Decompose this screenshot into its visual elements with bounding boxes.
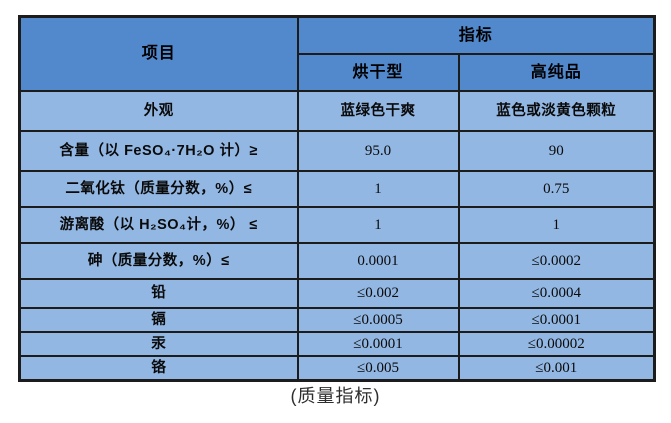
value-pure: 0.75 bbox=[457, 170, 656, 208]
value-dry: ≤0.005 bbox=[296, 355, 460, 382]
table-row: 镉 ≤0.0005 ≤0.0001 bbox=[18, 307, 656, 333]
row-label: 外观 bbox=[18, 90, 299, 132]
header-cell-item: 项目 bbox=[18, 15, 299, 92]
row-label: 汞 bbox=[18, 331, 299, 357]
table-row: 汞 ≤0.0001 ≤0.00002 bbox=[18, 331, 656, 357]
table-row: 二氧化钛（质量分数，%）≤ 1 0.75 bbox=[18, 170, 656, 208]
value-pure: ≤0.0002 bbox=[457, 242, 656, 280]
table-row: 外观 蓝绿色干爽 蓝色或淡黄色颗粒 bbox=[18, 90, 656, 132]
header-cell-dry-type: 烘干型 bbox=[296, 53, 460, 92]
table-caption: (质量指标) bbox=[290, 386, 381, 406]
table-row: 砷（质量分数，%）≤ 0.0001 ≤0.0002 bbox=[18, 242, 656, 280]
value-pure: ≤0.001 bbox=[457, 355, 656, 382]
row-label: 游离酸（以 H₂SO₄计，%） ≤ bbox=[18, 206, 299, 244]
value-dry: 蓝绿色干爽 bbox=[296, 90, 460, 132]
header-cell-indicator: 指标 bbox=[296, 15, 656, 55]
row-label: 含量（以 FeSO₄·7H₂O 计）≥ bbox=[18, 130, 299, 172]
value-pure: ≤0.0004 bbox=[457, 278, 656, 309]
value-dry: 0.0001 bbox=[296, 242, 460, 280]
row-label: 砷（质量分数，%）≤ bbox=[18, 242, 299, 280]
row-label: 二氧化钛（质量分数，%）≤ bbox=[18, 170, 299, 208]
value-dry: ≤0.0001 bbox=[296, 331, 460, 357]
value-dry: 95.0 bbox=[296, 130, 460, 172]
value-dry: 1 bbox=[296, 170, 460, 208]
header-cell-high-purity: 高纯品 bbox=[457, 53, 656, 92]
value-pure: ≤0.00002 bbox=[457, 331, 656, 357]
table-row: 铬 ≤0.005 ≤0.001 bbox=[18, 355, 656, 382]
value-dry: ≤0.0005 bbox=[296, 307, 460, 333]
value-dry: ≤0.002 bbox=[296, 278, 460, 309]
header-row-sub: 烘干型 高纯品 bbox=[20, 53, 656, 92]
value-pure: 90 bbox=[457, 130, 656, 172]
table-row: 铅 ≤0.002 ≤0.0004 bbox=[18, 278, 656, 309]
value-pure: 1 bbox=[457, 206, 656, 244]
quality-spec-table: 项目 指标 烘干型 高纯品 外观 蓝绿色干爽 蓝色或淡黄色颗粒 含量（以 FeS… bbox=[18, 15, 657, 382]
row-label: 铅 bbox=[18, 278, 299, 309]
row-label: 镉 bbox=[18, 307, 299, 333]
value-dry: 1 bbox=[296, 206, 460, 244]
value-pure: 蓝色或淡黄色颗粒 bbox=[457, 90, 656, 132]
table-body: 外观 蓝绿色干爽 蓝色或淡黄色颗粒 含量（以 FeSO₄·7H₂O 计）≥ 95… bbox=[18, 90, 656, 382]
header-row-top: 项目 指标 bbox=[18, 15, 656, 92]
value-pure: ≤0.0001 bbox=[457, 307, 656, 333]
row-label: 铬 bbox=[18, 355, 299, 382]
table-header: 项目 指标 烘干型 高纯品 bbox=[18, 15, 656, 92]
table-row: 游离酸（以 H₂SO₄计，%） ≤ 1 1 bbox=[18, 206, 656, 244]
table-row: 含量（以 FeSO₄·7H₂O 计）≥ 95.0 90 bbox=[18, 130, 656, 172]
